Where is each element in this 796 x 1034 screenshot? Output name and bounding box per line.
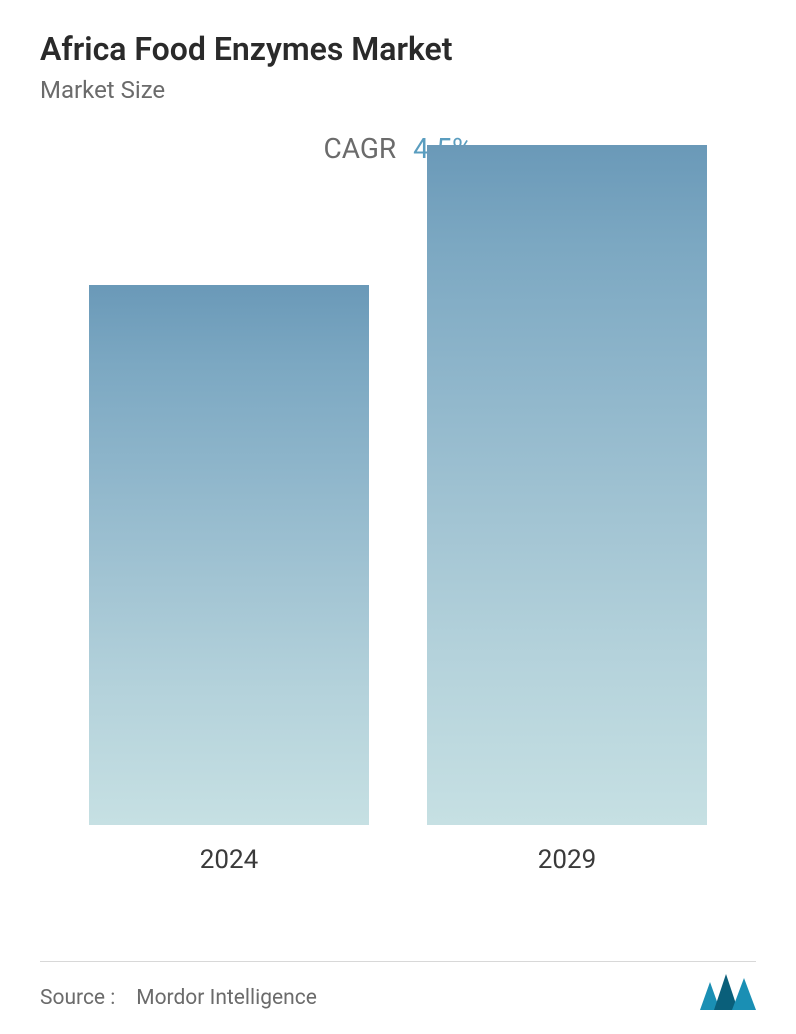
brand-logo-icon xyxy=(700,970,756,1010)
bar-0 xyxy=(89,285,369,825)
chart-title: Africa Food Enzymes Market xyxy=(40,30,756,68)
bar-1 xyxy=(427,145,707,825)
bar-group-0: 2024 xyxy=(79,285,379,875)
footer: Source : Mordor Intelligence xyxy=(40,970,756,1010)
bar-group-1: 2029 xyxy=(417,145,717,875)
source-label: Source : xyxy=(40,986,115,1010)
source-name: Mordor Intelligence xyxy=(136,986,317,1010)
source-text: Source : Mordor Intelligence xyxy=(40,986,317,1010)
chart-subtitle: Market Size xyxy=(40,76,756,104)
cagr-label: CAGR xyxy=(324,132,397,165)
bar-label-1: 2029 xyxy=(538,845,596,875)
footer-divider xyxy=(40,961,756,962)
bar-label-0: 2024 xyxy=(200,845,258,875)
chart-area: 2024 2029 xyxy=(40,175,756,875)
